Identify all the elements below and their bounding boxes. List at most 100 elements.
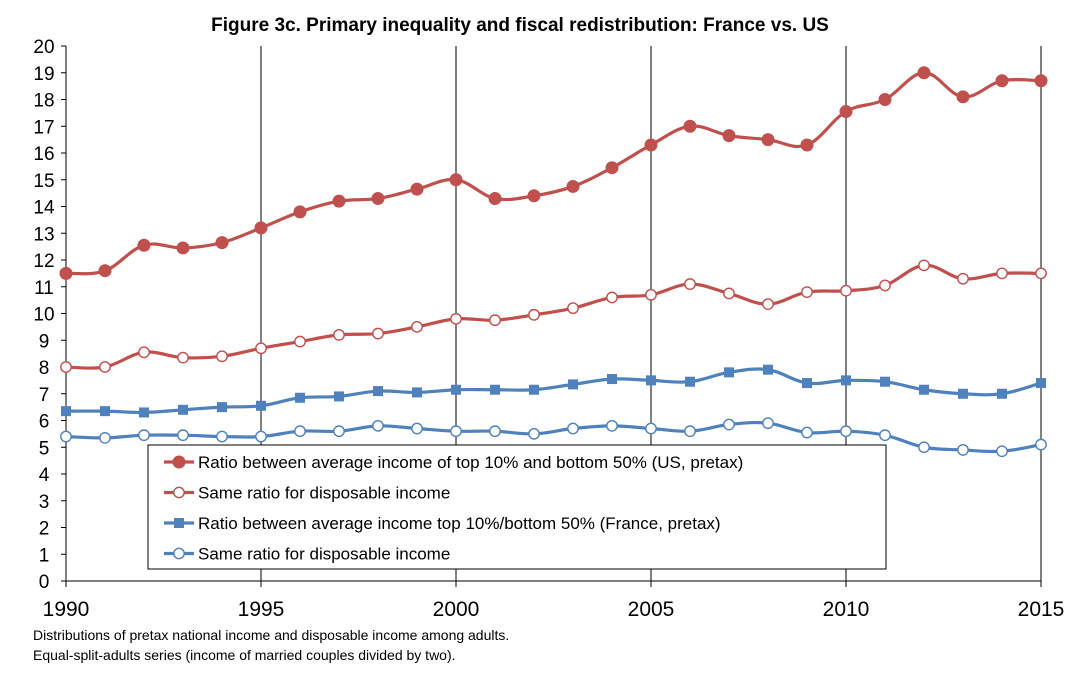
data-point [490, 384, 500, 395]
legend-label: Same ratio for disposable income [198, 484, 450, 503]
data-point [762, 417, 774, 430]
data-point [450, 312, 462, 325]
y-tick-label: 5 [39, 438, 50, 459]
data-point [958, 388, 968, 399]
data-point [761, 133, 775, 147]
data-point [410, 182, 424, 196]
data-point [724, 367, 734, 378]
data-point [98, 264, 112, 278]
data-point [527, 189, 541, 203]
data-point [605, 161, 619, 175]
data-point [840, 284, 852, 297]
data-point [217, 402, 227, 413]
data-point [878, 93, 892, 106]
data-point [801, 286, 813, 298]
y-tick-label: 7 [39, 385, 50, 406]
y-tick-label: 19 [33, 64, 54, 85]
data-point [528, 427, 540, 440]
data-point [411, 422, 423, 435]
data-point [372, 419, 384, 432]
y-tick-label: 2 [39, 519, 50, 540]
data-point [138, 429, 150, 442]
data-point [488, 191, 502, 205]
data-point [567, 422, 579, 435]
data-point [412, 387, 422, 398]
data-point [333, 425, 345, 438]
data-point [685, 376, 695, 387]
legend-entry-2: Same ratio for disposable income [164, 484, 450, 503]
data-point [1035, 438, 1047, 451]
x-axis-ticks: 1990 1995 2000 2005 2010 2015 [43, 581, 1065, 621]
y-tick-label: 20 [33, 37, 54, 58]
legend-label: Same ratio for disposable income [198, 545, 450, 564]
data-point [254, 221, 268, 235]
data-point [879, 429, 891, 442]
x-tick-label: 2000 [433, 598, 480, 621]
y-tick-label: 3 [39, 492, 50, 513]
series-3-line [65, 367, 1042, 415]
y-tick-label: 12 [33, 251, 54, 272]
y-tick-label: 15 [33, 171, 54, 192]
y-tick-label: 16 [33, 144, 54, 165]
data-point [216, 350, 228, 363]
legend-swatch-marker [174, 518, 184, 528]
data-point [451, 384, 461, 395]
y-tick-label: 11 [34, 278, 54, 299]
x-tick-label: 1990 [43, 598, 90, 621]
chart-title: Figure 3c. Primary inequality and fiscal… [211, 15, 829, 36]
data-point [606, 419, 618, 432]
data-point [295, 392, 305, 403]
data-point [372, 327, 384, 340]
data-point [841, 375, 851, 386]
legend-entry-3: Ratio between average income top 10%/bot… [164, 514, 721, 533]
data-point [996, 267, 1008, 280]
legend: Ratio between average income of top 10% … [147, 444, 887, 570]
series-1 [59, 66, 1048, 280]
y-tick-label: 13 [33, 224, 54, 245]
data-point [61, 406, 71, 417]
x-tick-label: 2015 [1018, 598, 1065, 621]
series-layer [59, 66, 1048, 458]
data-point [216, 430, 228, 443]
y-tick-label: 10 [33, 305, 54, 326]
data-point [567, 302, 579, 315]
data-point [880, 376, 890, 387]
data-point [995, 74, 1009, 88]
data-point [606, 291, 618, 304]
legend-swatch-marker [173, 547, 185, 560]
legend-box [147, 444, 887, 570]
data-point [957, 444, 969, 456]
data-point [568, 379, 578, 390]
data-point [644, 138, 658, 152]
data-point [373, 386, 383, 397]
data-point [1035, 267, 1047, 280]
footnote-line-1: Distributions of pretax national income … [33, 627, 510, 643]
data-point [99, 361, 111, 373]
data-point [100, 406, 110, 417]
data-point [607, 374, 617, 385]
data-point [139, 407, 149, 418]
data-point [255, 342, 267, 355]
data-point [684, 425, 696, 438]
data-point [879, 279, 891, 292]
data-point [1034, 74, 1048, 88]
data-point [839, 105, 853, 119]
legend-label: Ratio between average income of top 10% … [198, 453, 743, 472]
x-tick-label: 2005 [628, 598, 675, 621]
legend-label: Ratio between average income top 10%/bot… [198, 514, 721, 533]
data-point [450, 425, 462, 438]
data-point [956, 90, 970, 104]
series-4 [60, 417, 1047, 458]
data-point [528, 308, 540, 321]
data-point [645, 288, 657, 301]
y-tick-label: 8 [39, 358, 50, 379]
data-point [645, 422, 657, 435]
data-point [332, 194, 346, 208]
data-point [255, 430, 267, 443]
data-point [996, 445, 1008, 458]
y-tick-label: 18 [33, 91, 54, 112]
data-point [918, 259, 930, 272]
data-point [489, 314, 501, 327]
